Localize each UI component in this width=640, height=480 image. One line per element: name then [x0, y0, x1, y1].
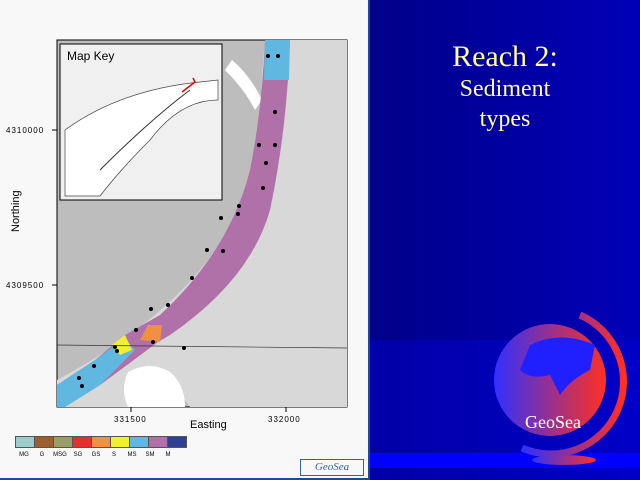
y-axis-label: Northing: [10, 190, 22, 232]
legend-swatch-ms: [129, 436, 149, 448]
channel-ms-south: [57, 338, 135, 407]
y-tick-label: 4309500: [6, 281, 45, 290]
legend-swatch-g: [34, 436, 54, 448]
x-tick-label: 332000: [268, 415, 301, 424]
legend-swatch-sm: [148, 436, 168, 448]
legend-swatch-s: [110, 436, 130, 448]
legend-label: MG: [19, 452, 29, 458]
title-line-2: Sediment: [459, 76, 551, 102]
legend-labels: MG G MSG SG GS S MS SM M: [15, 452, 177, 458]
land-white: [225, 60, 262, 110]
sample-points: [77, 54, 280, 388]
y-tick-label: 4310000: [6, 126, 45, 135]
x-axis-label: Easting: [190, 419, 227, 431]
channel-ms-north: [264, 40, 290, 80]
background-panel: [370, 0, 640, 340]
logo-text: GeoSea: [525, 412, 581, 432]
legend-label: MSG: [53, 452, 67, 458]
legend-swatch-sg: [72, 436, 92, 448]
x-tick-label: 331500: [114, 415, 147, 424]
legend-label: SM: [145, 452, 155, 458]
slide-title: Reach 2: Sediment types: [380, 40, 630, 134]
legend-label: SG: [73, 452, 83, 458]
inset-title: Map Key: [67, 49, 115, 63]
title-line-3: types: [479, 106, 531, 132]
island: [124, 366, 185, 407]
geosea-logo-small: GeoSea: [300, 459, 364, 476]
sediment-legend: [15, 436, 187, 448]
legend-swatch-m: [167, 436, 187, 448]
legend-label: S: [111, 452, 116, 458]
legend-swatch-gs: [91, 436, 111, 448]
legend-swatch-mg: [15, 436, 35, 448]
legend-swatch-msg: [53, 436, 73, 448]
geosea-globe-logo: GeoSea: [460, 300, 640, 475]
legend-label: MS: [127, 452, 137, 458]
legend-label: M: [165, 452, 171, 458]
title-line-1: Reach 2:: [452, 40, 558, 73]
legend-label: GS: [91, 452, 101, 458]
map-panel: Map Key 4310000 4309500 331500 332000 Ea…: [0, 0, 370, 480]
channel-gs: [140, 325, 162, 342]
sediment-map: [52, 39, 348, 412]
legend-label: G: [39, 452, 45, 458]
